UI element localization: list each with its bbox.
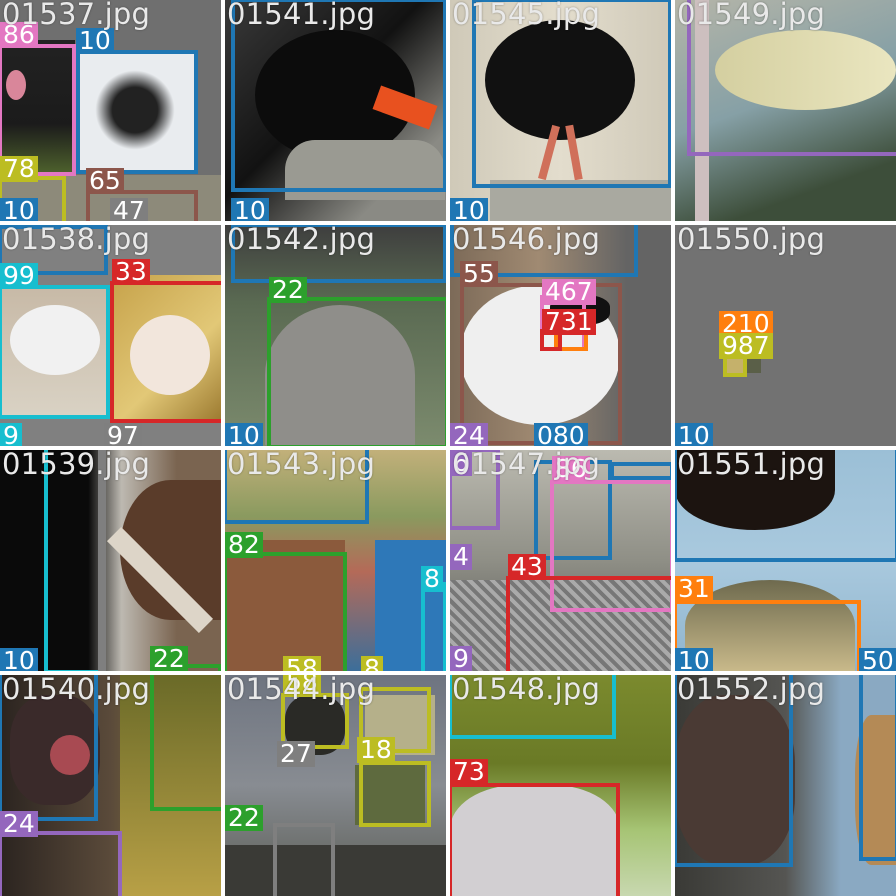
det-label: 9 bbox=[450, 646, 472, 671]
det-label: 210 bbox=[719, 311, 773, 337]
det-label: 65 bbox=[86, 168, 124, 194]
det-label: 31 bbox=[675, 576, 713, 602]
tile-filename: 01539.jpg bbox=[2, 450, 151, 481]
tile-01542: 22 10 01542.jpg bbox=[225, 225, 446, 446]
tile-filename: 01550.jpg bbox=[677, 225, 826, 256]
det-label: 43 bbox=[508, 554, 546, 580]
det-label: 58 bbox=[283, 656, 321, 671]
det-label: 99 bbox=[0, 263, 38, 289]
det-label: 10 bbox=[225, 423, 263, 446]
tile-01549: 01549.jpg bbox=[675, 0, 896, 221]
tile-01546: 55 467 731 24 080 01546.jpg bbox=[450, 225, 671, 446]
det-label: 58 bbox=[283, 675, 321, 695]
det-label: 50 bbox=[859, 648, 896, 671]
tile-01538: 99 33 9 97 01538.jpg bbox=[0, 225, 221, 446]
tile-01550: 210 987 10 01550.jpg bbox=[675, 225, 896, 446]
det-label: 86 bbox=[552, 456, 590, 482]
det-label: 82 bbox=[225, 532, 263, 558]
det-label: 22 bbox=[225, 805, 263, 831]
det-label: 73 bbox=[450, 759, 488, 785]
tile-filename: 01551.jpg bbox=[677, 450, 826, 481]
tile-filename: 01547.jpg bbox=[452, 450, 601, 481]
det-label: 4 bbox=[450, 544, 472, 570]
det-label: 9 bbox=[0, 423, 22, 446]
tile-01548: 73 01548.jpg bbox=[450, 675, 671, 896]
tile-01547: 6 86 4 43 9 01547.jpg bbox=[450, 450, 671, 671]
tile-filename: 01548.jpg bbox=[452, 675, 601, 706]
det-label: 10 bbox=[231, 198, 269, 221]
det-label: 24 bbox=[0, 811, 38, 837]
det-label: 8 bbox=[421, 566, 443, 592]
tile-filename: 01552.jpg bbox=[677, 675, 826, 706]
det-label: 10 bbox=[0, 198, 38, 221]
tile-01543: 82 8 58 8 01543.jpg bbox=[225, 450, 446, 671]
tile-filename: 01544.jpg bbox=[227, 675, 376, 706]
det-label: 97 bbox=[104, 423, 142, 446]
det-label: 27 bbox=[277, 741, 315, 767]
det-label: 987 bbox=[719, 333, 773, 359]
tile-filename: 01538.jpg bbox=[2, 225, 151, 256]
det-label: 6 bbox=[450, 450, 472, 476]
det-label: 467 bbox=[542, 279, 596, 305]
det-label: 10 bbox=[76, 28, 114, 54]
det-label: 8 bbox=[361, 656, 383, 671]
tile-filename: 01542.jpg bbox=[227, 225, 376, 256]
tile-filename: 01543.jpg bbox=[227, 450, 376, 481]
det-label: 33 bbox=[112, 259, 150, 285]
tile-filename: 01540.jpg bbox=[2, 675, 151, 706]
det-label: 86 bbox=[0, 22, 38, 48]
tile-01551: 31 10 50 01551.jpg bbox=[675, 450, 896, 671]
tile-filename: 01549.jpg bbox=[677, 0, 826, 31]
tile-filename: 01541.jpg bbox=[227, 0, 376, 31]
det-label: 22 bbox=[150, 646, 188, 671]
det-label: 78 bbox=[0, 156, 38, 182]
tile-01537: 86 10 78 65 10 47 01537.jpg bbox=[0, 0, 221, 221]
det-label: 55 bbox=[460, 261, 498, 287]
det-label: 18 bbox=[357, 737, 395, 763]
det-label: 080 bbox=[534, 423, 588, 446]
tile-01544: 58 27 18 22 01544.jpg bbox=[225, 675, 446, 896]
det-label: 47 bbox=[110, 198, 148, 221]
det-label: 10 bbox=[675, 423, 713, 446]
tile-filename: 01546.jpg bbox=[452, 225, 601, 256]
det-label: 731 bbox=[542, 309, 596, 335]
det-label: 22 bbox=[269, 277, 307, 303]
det-label: 10 bbox=[450, 198, 488, 221]
tile-01552: 01552.jpg bbox=[675, 675, 896, 896]
det-label: 10 bbox=[675, 648, 713, 671]
det-label: 10 bbox=[0, 648, 38, 671]
tile-01541: 10 01541.jpg bbox=[225, 0, 446, 221]
det-label: 24 bbox=[450, 423, 488, 446]
tile-filename: 01537.jpg bbox=[2, 0, 151, 31]
tile-filename: 01545.jpg bbox=[452, 0, 601, 31]
tile-01539: 10 22 01539.jpg bbox=[0, 450, 221, 671]
tile-01545: 10 01545.jpg bbox=[450, 0, 671, 221]
tile-01540: 24 01540.jpg bbox=[0, 675, 221, 896]
